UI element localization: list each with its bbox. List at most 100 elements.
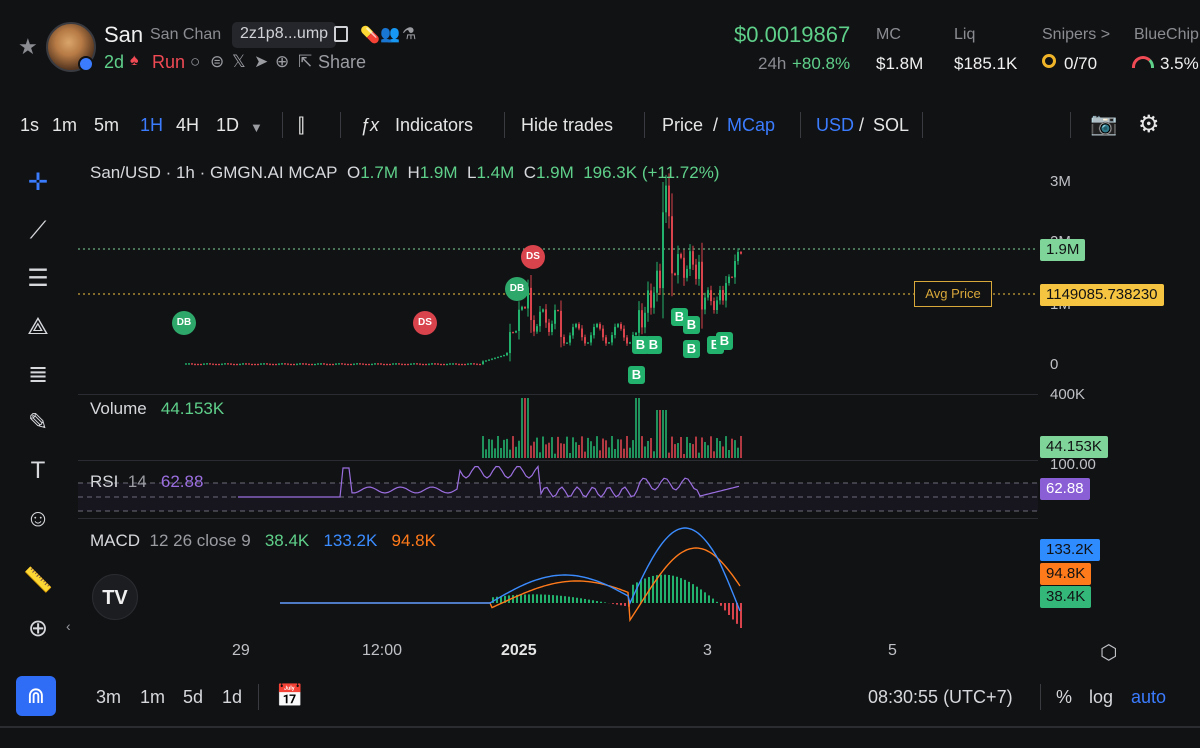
interval-4h[interactable]: 4H [176, 115, 200, 135]
interval-1m[interactable]: 1m [52, 115, 78, 135]
token-price: $0.0019867 [734, 22, 851, 47]
interval-5m[interactable]: 5m [94, 115, 120, 135]
buy-marker[interactable]: B [632, 336, 649, 354]
interval-dropdown-icon[interactable]: ▼ [250, 120, 263, 135]
symbol-line: San/USD · 1h · GMGN.AI MCAP [90, 163, 338, 182]
volume-bar [707, 445, 709, 458]
candle-body [500, 356, 502, 357]
candle-body [383, 364, 385, 365]
candle-body [728, 276, 730, 284]
telegram-icon[interactable]: ➤ [254, 52, 269, 71]
macd-signal-line [280, 547, 741, 623]
price-toggle[interactable]: Price [662, 115, 704, 135]
candle-body [740, 251, 742, 254]
crosshair-icon[interactable]: ✛ [27, 169, 49, 196]
hide-trades-button[interactable]: Hide trades [521, 115, 614, 135]
macd-line-value: 133.2K [323, 531, 378, 550]
volume-bar [548, 442, 550, 458]
interval-1h[interactable]: 1H [140, 115, 164, 135]
website-icon[interactable]: ⊕ [275, 52, 290, 71]
macd-histogram-bar [672, 575, 674, 603]
snipers-label[interactable]: Snipers > [1042, 26, 1111, 43]
macd-histogram-bar [564, 596, 566, 603]
mcap-toggle[interactable]: MCap [727, 115, 776, 135]
percent-toggle[interactable]: % [1056, 687, 1073, 707]
volume-bar [491, 439, 493, 458]
fib-icon[interactable]: ≣ [27, 361, 49, 388]
range-1m[interactable]: 1m [140, 687, 166, 707]
camera-icon[interactable]: 📷 [1090, 111, 1118, 136]
run-label[interactable]: Run [152, 52, 186, 72]
emoji-icon[interactable]: ☺ [25, 505, 51, 532]
x-twitter-icon[interactable]: 𝕏 [232, 52, 246, 71]
sol-toggle[interactable]: SOL [873, 115, 910, 135]
candle-body [221, 363, 223, 365]
dev-buy-marker[interactable]: DB [172, 311, 196, 335]
star-icon[interactable]: ★ [18, 34, 38, 59]
range-1d[interactable]: 1d [222, 687, 243, 707]
range-3m[interactable]: 3m [96, 687, 122, 707]
candle-body [281, 363, 283, 365]
volume-bar [719, 440, 721, 458]
volume-bar [581, 436, 583, 458]
volume-legend: Volume 44.153K [90, 399, 224, 419]
collapse-tools-icon[interactable]: ‹ [66, 618, 71, 634]
dev-sell-marker[interactable]: DS [521, 245, 545, 269]
candle-body [644, 312, 646, 328]
volume-bar [542, 436, 544, 458]
settings-icon[interactable]: ⚙ [1138, 111, 1160, 138]
log-toggle[interactable]: log [1089, 687, 1114, 707]
buy-marker[interactable]: B [683, 316, 700, 334]
share-icon[interactable]: ⇱ [298, 52, 313, 71]
candle-body [575, 324, 577, 328]
candle-body [635, 332, 637, 335]
bottom-border [0, 726, 1200, 728]
indicators-button[interactable]: Indicators [395, 115, 474, 135]
candle-body [422, 364, 424, 365]
magnet-icon[interactable]: ⋒ [16, 676, 56, 716]
candle-body [560, 310, 562, 337]
text-tool-icon[interactable]: T [30, 457, 46, 484]
candle-body [623, 328, 625, 338]
candle-body [677, 254, 679, 276]
candle-body [353, 363, 355, 365]
tradingview-logo[interactable]: TV [92, 574, 138, 620]
usd-toggle[interactable]: USD [816, 115, 855, 135]
buy-marker[interactable]: B [716, 332, 733, 350]
dev-sell-marker[interactable]: DS [413, 311, 437, 335]
token-address[interactable]: 2z1p8...ump [232, 22, 337, 48]
candle-body [569, 335, 571, 343]
interval-1s[interactable]: 1s [20, 115, 40, 135]
auto-toggle[interactable]: auto [1131, 687, 1167, 707]
clock[interactable]: 08:30:55 (UTC+7) [868, 687, 1013, 707]
interval-1d[interactable]: 1D [216, 115, 240, 135]
zoom-icon[interactable]: ⊕ [27, 615, 49, 642]
list-icon[interactable]: ⊜ [210, 52, 225, 71]
pattern-icon[interactable]: ⟁ [27, 313, 49, 340]
time-axis-label: 2025 [501, 642, 537, 659]
share-link[interactable]: Share [318, 52, 367, 72]
candle-body [407, 364, 409, 365]
candle-type-icon[interactable]: ⫿ [298, 115, 305, 137]
horizontal-lines-icon[interactable]: ☰ [27, 265, 49, 292]
buy-marker[interactable]: B [683, 340, 700, 358]
dev-buy-marker[interactable]: DB [505, 277, 529, 301]
candle-body [485, 360, 487, 362]
chart-legend: San/USD · 1h · GMGN.AI MCAP O1.7M H1.9M … [90, 163, 720, 182]
date-range-icon[interactable]: 📅 [276, 683, 304, 708]
ruler-icon[interactable]: 📏 [23, 567, 53, 594]
buy-marker[interactable]: B [628, 366, 645, 384]
volume-bar [593, 446, 595, 458]
candle-body [185, 363, 187, 365]
fx-icon[interactable]: ƒx [360, 115, 380, 135]
trendline-icon[interactable]: ⟋ [29, 217, 47, 244]
buy-marker[interactable]: B [645, 336, 662, 354]
brush-icon[interactable]: ✎ [27, 409, 49, 436]
macd-histogram-bar [676, 576, 678, 603]
macd-histogram-bar [736, 603, 738, 624]
search-icon[interactable]: ○ [190, 52, 201, 71]
range-5d[interactable]: 5d [183, 687, 204, 707]
axis-settings-icon[interactable]: ⬡ [1100, 642, 1118, 664]
copy-icon[interactable] [334, 26, 348, 42]
